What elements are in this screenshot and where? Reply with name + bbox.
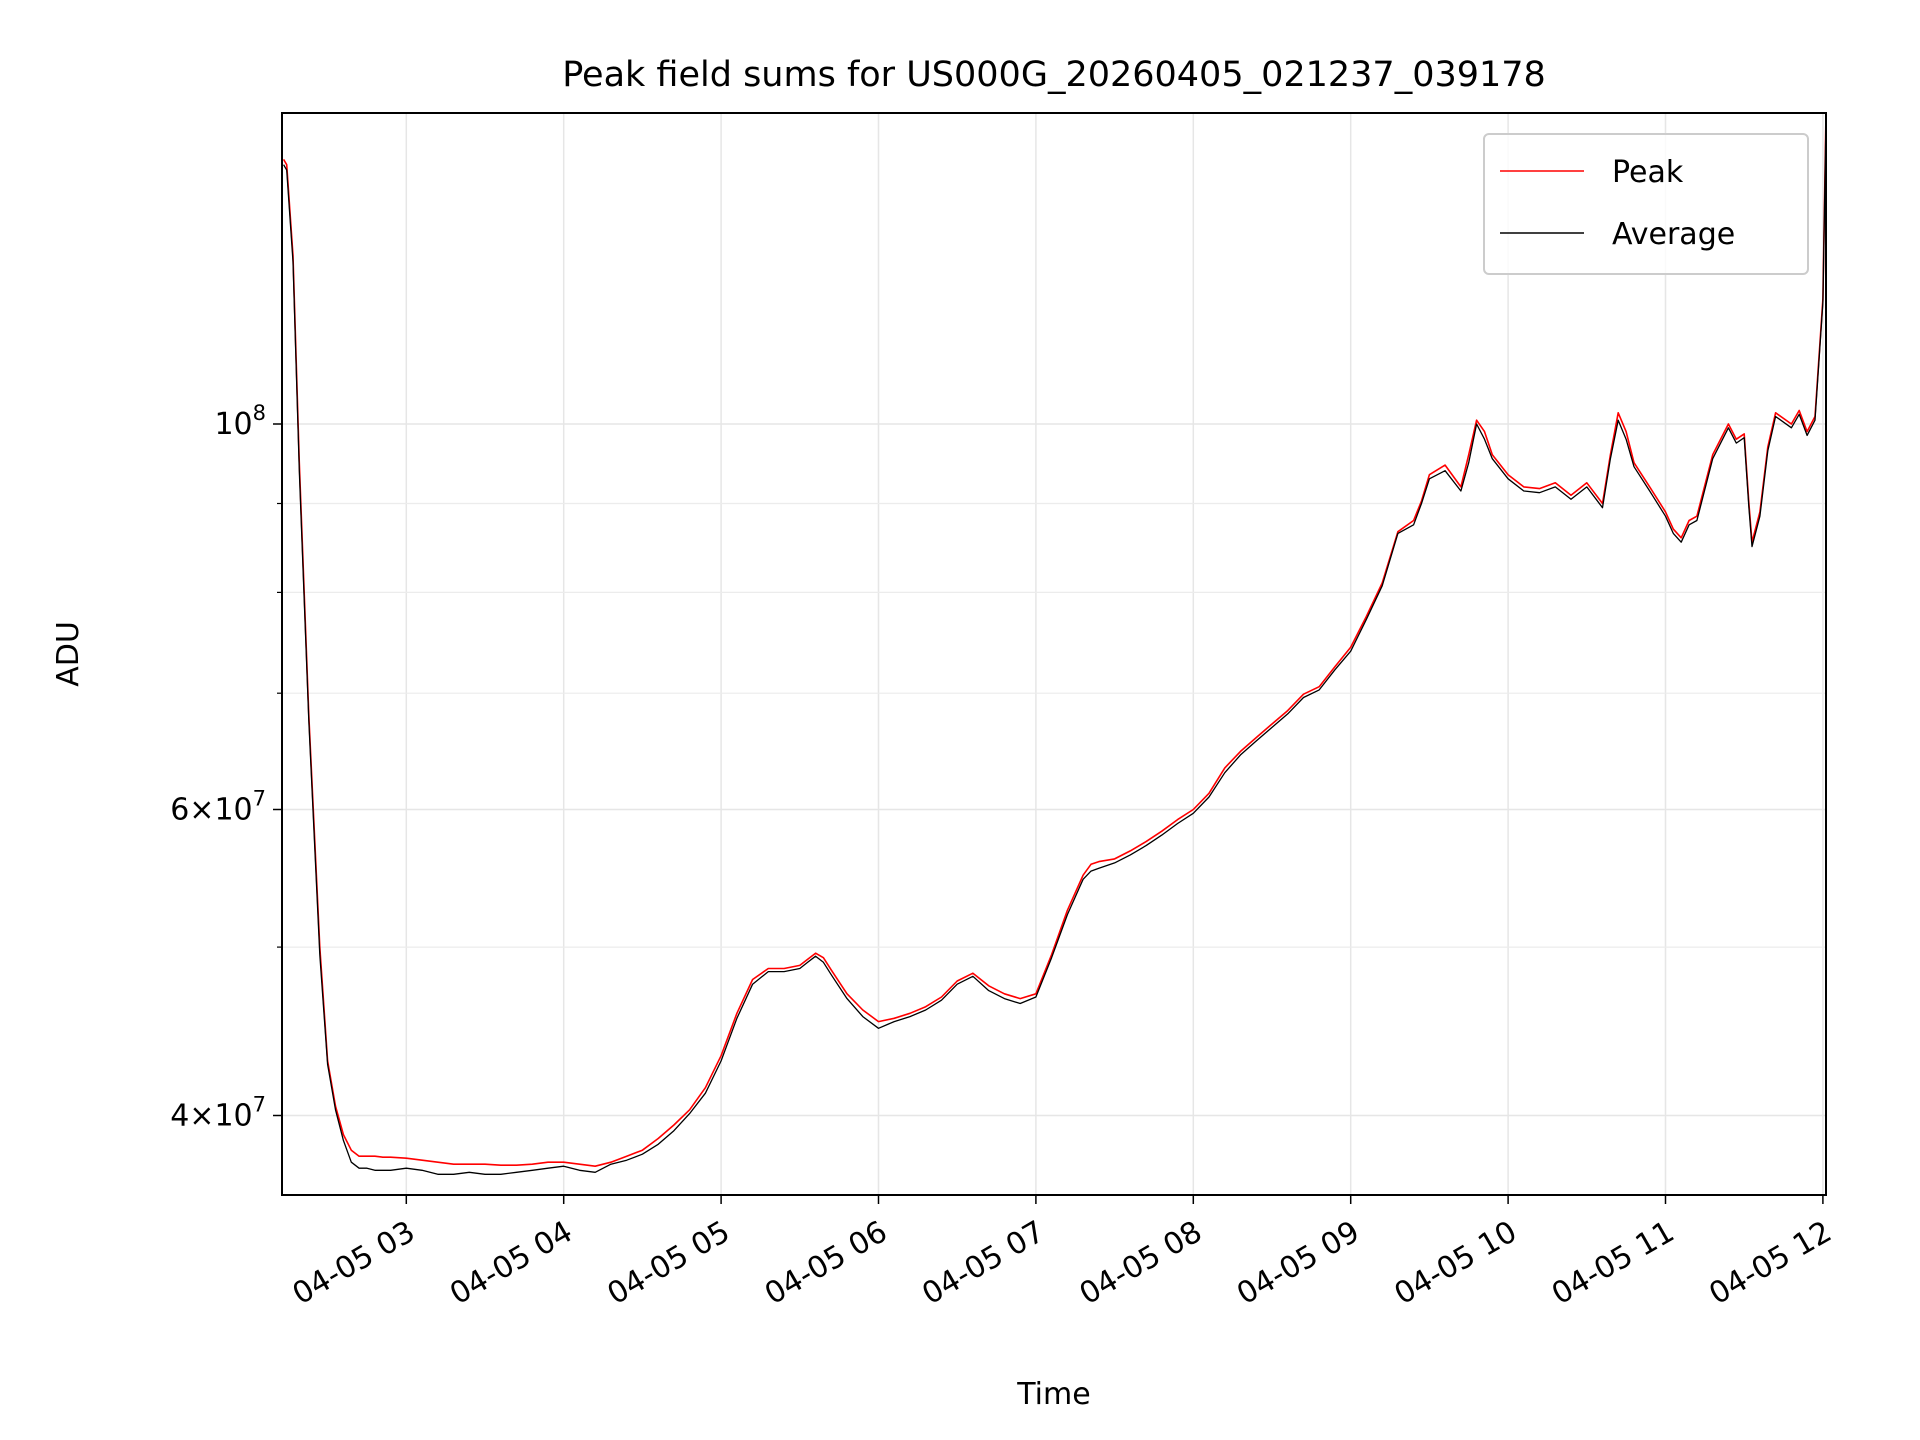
y-tick-label: 6×107 xyxy=(170,787,266,828)
legend: Peak Average xyxy=(1483,133,1809,275)
y-axis-label: ADU xyxy=(51,621,86,687)
series-line-average xyxy=(283,117,1827,1175)
y-tick-label: 4×107 xyxy=(170,1093,266,1134)
y-axis: 4×107 6×107 108 xyxy=(170,401,282,1134)
plot-frame xyxy=(281,112,1827,1196)
legend-label-average: Average xyxy=(1612,217,1735,252)
x-axis-label: Time xyxy=(1016,1377,1090,1412)
series-lines xyxy=(282,112,1827,1175)
legend-label-peak: Peak xyxy=(1612,155,1684,190)
series-line-peak xyxy=(282,112,1827,1167)
y-tick-label: 108 xyxy=(214,401,266,442)
legend-box xyxy=(1483,133,1809,275)
chart-title: Peak field sums for US000G_20260405_0212… xyxy=(562,55,1546,95)
